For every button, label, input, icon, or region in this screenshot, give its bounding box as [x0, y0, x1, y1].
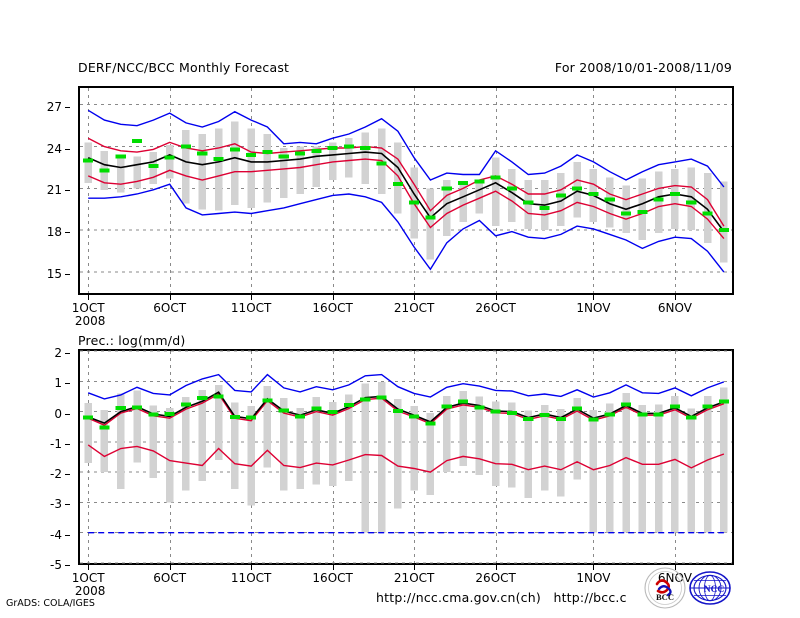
x-tick-mark [88, 565, 89, 570]
footer-urls: http://ncc.cma.gov.cn(ch) http://bcc.c [376, 590, 627, 605]
y-tick-mark [65, 383, 70, 384]
precipitation-plot-canvas [80, 350, 732, 564]
x-tick-mark [170, 565, 171, 570]
x-tick-mark [675, 295, 676, 300]
x-tick-label: 6NOV [657, 301, 692, 315]
x-tick-mark [496, 295, 497, 300]
precipitation-y-axis: 2 1 0 -1 -2 -3 -4 -5 [0, 346, 74, 572]
y-tick-label: 27 [46, 99, 62, 114]
grads-credit: GrADS: COLA/IGES [6, 598, 95, 609]
x-tick-mark [414, 295, 415, 300]
y-tick-label: 2 [54, 346, 62, 360]
y-tick-label: -2 [50, 467, 62, 482]
x-tick-label: 16OCT [312, 571, 353, 585]
x-tick-label: 21OCT [393, 301, 435, 315]
x-tick-mark [593, 295, 594, 300]
x-tick-mark [593, 565, 594, 570]
x-tick-label: 6OCT [153, 301, 187, 315]
y-tick-mark [65, 353, 70, 354]
y-tick-mark [65, 535, 70, 536]
bcc-logo-icon: BCC [643, 567, 687, 611]
x-axis-year-label: 2008 [74, 584, 106, 598]
y-tick-mark [65, 504, 70, 505]
precipitation-title: Prec.: log(mm/d) [78, 333, 186, 348]
y-tick-label: 15 [46, 267, 62, 282]
y-tick-mark [65, 232, 70, 233]
x-tick-label: 11OCT [230, 301, 272, 315]
y-tick-label: -3 [50, 497, 62, 512]
x-tick-label: 1NOV [576, 571, 611, 585]
x-tick-mark [170, 295, 171, 300]
svg-text:BCC: BCC [656, 592, 674, 602]
y-tick-label: 21 [46, 183, 62, 198]
x-tick-label: 21OCT [393, 571, 435, 585]
x-tick-mark [333, 295, 334, 300]
svg-text:NCC: NCC [704, 585, 725, 595]
x-tick-mark [88, 295, 89, 300]
header-title: DERF/NCC/BCC Monthly Forecast [78, 60, 290, 75]
x-tick-label: 11OCT [230, 571, 272, 585]
y-tick-label: -5 [50, 558, 62, 572]
y-tick-label: -1 [50, 436, 62, 451]
temperature-x-axis: 1OCT 2008 6OCT 11OCT 16OCT 21OCT 26OCT 1NOV 6NOV [72, 295, 734, 330]
x-tick-mark [675, 565, 676, 570]
ncc-logo-icon: NCC [688, 567, 732, 611]
x-tick-mark [251, 565, 252, 570]
y-tick-mark [65, 274, 70, 275]
y-tick-mark [65, 565, 70, 566]
y-tick-mark [65, 107, 70, 108]
y-tick-mark [65, 474, 70, 475]
x-tick-label: 1OCT [71, 571, 105, 585]
x-tick-label: 6OCT [153, 571, 187, 585]
x-tick-mark [333, 565, 334, 570]
x-tick-mark [414, 565, 415, 570]
temperature-panel: 27 24 21 18 15 1OCT 2008 6OCT 11OCT 16OCT 21OCT 26… [0, 86, 734, 330]
x-tick-mark [251, 295, 252, 300]
y-tick-label: -4 [50, 527, 62, 542]
x-tick-label: 26OCT [475, 301, 516, 315]
y-tick-label: 0 [54, 406, 62, 421]
x-tick-label: 1NOV [576, 301, 611, 315]
y-tick-label: 1 [54, 376, 62, 391]
precipitation-x-axis: 1OCT 2008 6OCT 11OCT 16OCT 21OCT 26OCT 1NOV 6NOV [72, 565, 734, 600]
y-tick-label: 24 [46, 141, 62, 156]
y-tick-mark [65, 414, 70, 415]
temperature-y-axis: 27 24 21 18 15 [0, 86, 74, 295]
y-tick-mark [65, 149, 70, 150]
x-tick-label: 16OCT [312, 301, 353, 315]
x-axis-year-label: 2008 [74, 314, 106, 328]
y-tick-mark [65, 444, 70, 445]
y-tick-label: 18 [46, 225, 62, 240]
x-tick-label: 1OCT [71, 301, 105, 315]
x-tick-mark [496, 565, 497, 570]
header-forecast-period: For 2008/10/01-2008/11/09 [554, 60, 732, 75]
x-tick-label: 26OCT [475, 571, 516, 585]
temperature-plot-canvas [80, 88, 732, 293]
y-tick-mark [65, 190, 70, 191]
